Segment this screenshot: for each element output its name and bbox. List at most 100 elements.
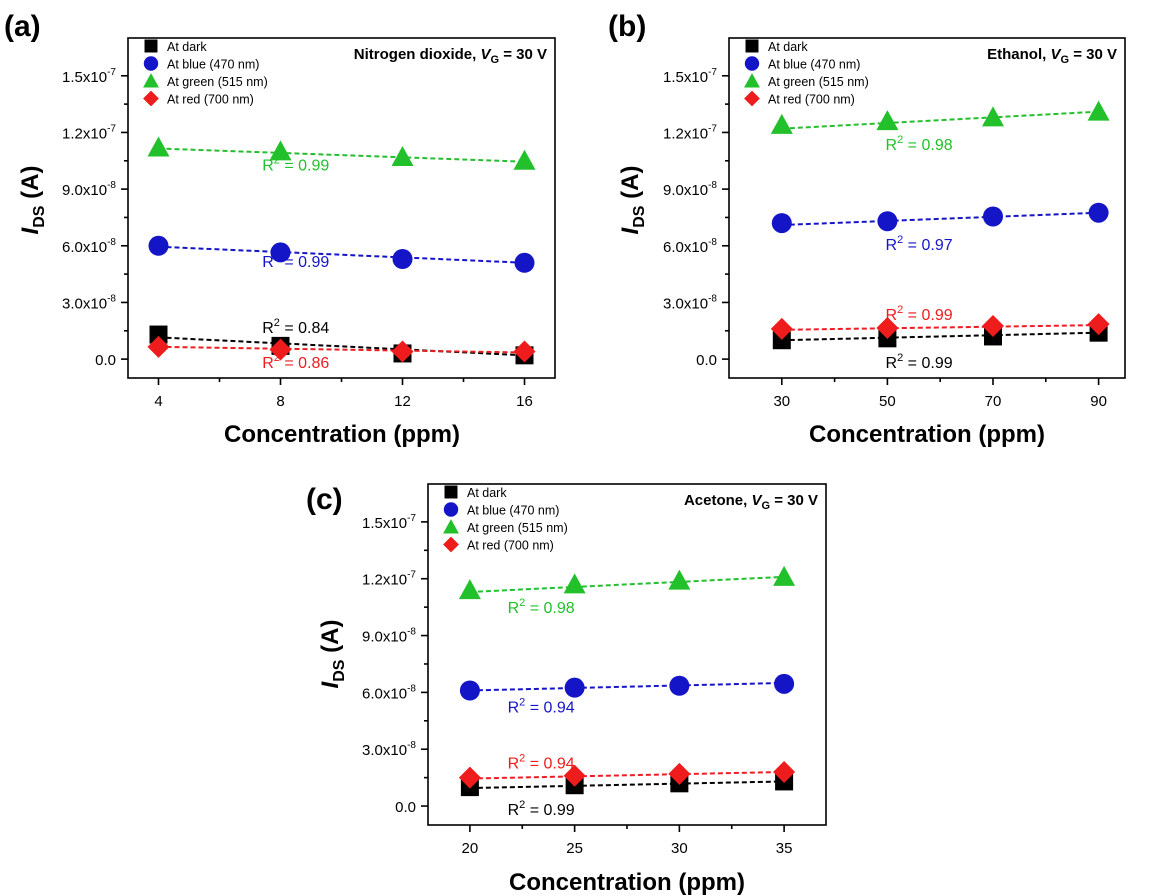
data-point bbox=[458, 579, 481, 600]
data-point bbox=[513, 340, 536, 363]
legend-marker bbox=[143, 90, 159, 107]
y-tick-label: 3.0x10-8 bbox=[362, 740, 416, 759]
data-point bbox=[392, 249, 413, 269]
data-series: R2 = 0.99 bbox=[148, 235, 535, 273]
legend-entry: At green (515 nm) bbox=[744, 73, 869, 89]
legend-marker bbox=[443, 536, 459, 553]
panel-label: (c) bbox=[306, 483, 343, 516]
data-point bbox=[563, 764, 586, 787]
legend-entry: At red (700 nm) bbox=[744, 90, 855, 107]
legend-marker-group bbox=[144, 39, 158, 53]
data-series: R2 = 0.94 bbox=[458, 752, 796, 789]
x-tick-label: 50 bbox=[879, 393, 896, 410]
x-tick-label: 20 bbox=[462, 840, 479, 857]
data-point bbox=[459, 680, 480, 701]
r-squared-label: R2 = 0.97 bbox=[886, 234, 953, 254]
x-tick-label: 25 bbox=[566, 840, 583, 857]
legend-marker bbox=[443, 519, 459, 534]
y-tick-label: 0.0 bbox=[696, 352, 717, 369]
legend-marker-group bbox=[443, 519, 459, 534]
x-tick-label: 30 bbox=[773, 393, 790, 410]
y-tick-label: 6.0x10-8 bbox=[663, 237, 717, 256]
fit-line bbox=[158, 245, 525, 264]
data-point bbox=[564, 677, 585, 698]
data-point bbox=[1087, 100, 1110, 121]
data-series: R2 = 0.97 bbox=[771, 202, 1109, 254]
chart-panel: (c) 20 25 30 35 0.0 3.0x10-8 6.0x10-8 9.0x10-8 1.… bbox=[306, 483, 827, 896]
data-point bbox=[770, 317, 793, 340]
legend-marker-group bbox=[143, 56, 159, 71]
data-point bbox=[391, 340, 414, 363]
legend-entry: At blue (470 nm) bbox=[744, 56, 860, 72]
legend-marker-group bbox=[143, 73, 159, 88]
y-tick-label: 3.0x10-8 bbox=[663, 293, 717, 312]
r-squared-label: R2 = 0.86 bbox=[262, 352, 329, 372]
legend-label: At red (700 nm) bbox=[167, 93, 254, 107]
chart-title: Ethanol, VG = 30 V bbox=[987, 46, 1117, 66]
legend-marker-group bbox=[443, 502, 459, 517]
y-tick-label: 1.2x10-7 bbox=[62, 123, 116, 142]
x-tick-label: 30 bbox=[671, 840, 688, 857]
data-point bbox=[1088, 202, 1109, 223]
r-squared-label: R2 = 0.94 bbox=[508, 752, 575, 772]
fit-line bbox=[158, 147, 525, 163]
legend-marker-group bbox=[744, 73, 760, 88]
y-tick-label: 1.2x10-7 bbox=[362, 570, 416, 589]
data-series: R2 = 0.99 bbox=[770, 304, 1110, 340]
x-tick-label: 70 bbox=[985, 393, 1002, 410]
fit-line bbox=[781, 324, 1099, 331]
legend-entry: At dark bbox=[745, 39, 808, 54]
data-series: R2 = 0.84 bbox=[149, 317, 534, 365]
fit-line bbox=[158, 345, 525, 354]
r-squared-label: R2 = 0.94 bbox=[508, 697, 575, 717]
legend-entry: At blue (470 nm) bbox=[143, 56, 259, 72]
data-series: R2 = 0.86 bbox=[147, 335, 536, 372]
legend-marker-group bbox=[143, 90, 159, 107]
r-squared-label: R2 = 0.99 bbox=[886, 352, 953, 372]
chart-title: Acetone, VG = 30 V bbox=[684, 492, 818, 512]
panel-label: (b) bbox=[608, 10, 646, 43]
legend-label: At green (515 nm) bbox=[467, 521, 568, 535]
data-point bbox=[513, 149, 536, 170]
legend-marker bbox=[143, 73, 159, 88]
data-point bbox=[270, 242, 291, 263]
legend-marker bbox=[444, 485, 458, 499]
x-tick-label: 16 bbox=[516, 393, 533, 410]
legend-entry: At red (700 nm) bbox=[443, 536, 554, 553]
data-point bbox=[668, 762, 691, 785]
y-tick-label: 0.0 bbox=[95, 352, 116, 369]
r-squared-label: R2 = 0.99 bbox=[262, 251, 329, 271]
data-point bbox=[391, 146, 414, 166]
fit-line bbox=[781, 211, 1099, 226]
x-axis-label: Concentration (ppm) bbox=[224, 421, 460, 448]
data-point bbox=[147, 136, 170, 157]
legend-entry: At blue (470 nm) bbox=[443, 502, 559, 518]
legend-marker-group bbox=[745, 39, 759, 53]
chart-title: Nitrogen dioxide, VG = 30 V bbox=[354, 46, 547, 66]
legend-label: At blue (470 nm) bbox=[467, 504, 559, 518]
legend-label: At dark bbox=[467, 486, 507, 500]
legend-marker bbox=[744, 73, 760, 88]
data-point bbox=[774, 673, 795, 694]
r-squared-label: R2 = 0.98 bbox=[886, 134, 953, 154]
data-point bbox=[147, 335, 170, 358]
legend-marker-group bbox=[744, 90, 760, 107]
legend-label: At green (515 nm) bbox=[167, 75, 268, 89]
legend-label: At green (515 nm) bbox=[768, 75, 869, 89]
data-series: R2 = 0.99 bbox=[460, 772, 794, 819]
data-point bbox=[149, 325, 168, 344]
x-tick-label: 90 bbox=[1090, 393, 1107, 410]
legend-marker-group bbox=[744, 56, 760, 71]
data-point bbox=[269, 338, 292, 361]
data-point bbox=[772, 331, 791, 350]
plot-frame bbox=[127, 37, 556, 379]
y-tick-label: 9.0x10-8 bbox=[362, 627, 416, 646]
x-tick-label: 8 bbox=[276, 393, 284, 410]
data-series: R2 = 0.98 bbox=[458, 565, 796, 617]
plot-frame bbox=[728, 37, 1126, 379]
legend-entry: At green (515 nm) bbox=[443, 519, 568, 535]
fit-line bbox=[469, 770, 785, 780]
data-series: R2 = 0.99 bbox=[772, 323, 1108, 372]
fit-line bbox=[781, 110, 1099, 130]
